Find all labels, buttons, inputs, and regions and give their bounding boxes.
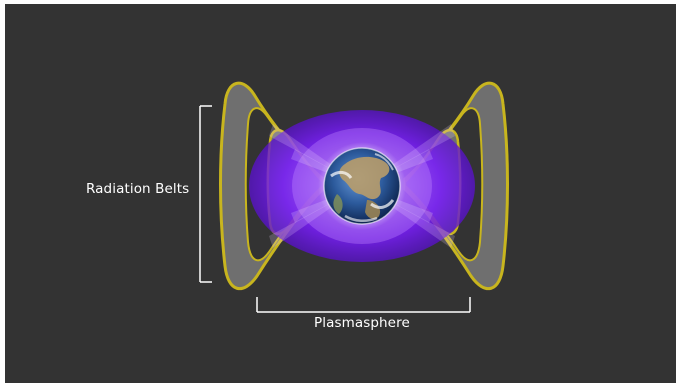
plasmasphere-bracket — [256, 297, 471, 313]
radiation-belts-label: Radiation Belts — [86, 181, 190, 197]
plasmasphere-label: Plasmasphere — [314, 315, 410, 331]
earth-globe — [318, 142, 406, 230]
radiation-belts-bracket — [199, 105, 212, 283]
earth-magnetosphere-diagram — [199, 81, 509, 313]
diagram-canvas: Radiation Belts Plasmasphere — [5, 4, 676, 383]
